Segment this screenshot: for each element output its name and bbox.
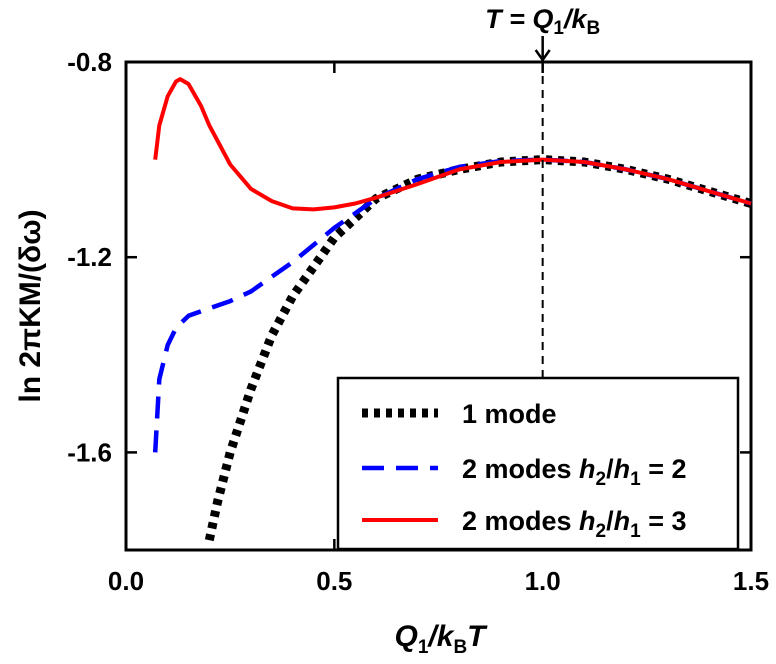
legend-label-part: h — [579, 454, 596, 484]
ticks: 0.0 0.5 1.0 1.5 -0.8 -1.2 -1.6 — [67, 47, 769, 596]
y-tick-label: -0.8 — [67, 47, 112, 77]
series-line-3 — [153, 77, 752, 212]
annotation-mid: /k — [563, 4, 589, 34]
legend-label-part: 2 modes — [462, 454, 579, 484]
annotation-pre: T = Q — [485, 4, 553, 34]
legend-label-3: 2 modes h2/h1 = 3 — [462, 506, 687, 542]
legend-label-part: h — [614, 506, 631, 536]
legend-label-part: / — [606, 454, 614, 484]
x-axis-title-sub1: 1 — [418, 637, 429, 658]
x-axis-title-mid: /k — [426, 620, 454, 653]
legend-label-part: 2 modes — [462, 506, 579, 536]
legend-label-part: 1 — [630, 469, 641, 490]
x-tick-label: 1.5 — [733, 566, 769, 596]
legend-label-part: 1 — [630, 521, 641, 542]
legend-label-part: h — [614, 454, 631, 484]
legend-label-part: = 2 — [641, 454, 687, 484]
x-axis-title-main: Q — [394, 620, 417, 653]
annotation-arrow-icon — [534, 36, 551, 63]
x-tick-label: 0.0 — [108, 566, 144, 596]
annotation-sub2: B — [586, 18, 600, 39]
series-layer — [152, 77, 753, 542]
legend-label-part: = 3 — [641, 506, 687, 536]
y-axis-title: ln 2πKM/(δω) — [14, 209, 47, 402]
x-tick-label: 1.0 — [525, 566, 561, 596]
annotation-label: T = Q1/kB — [485, 4, 600, 39]
legend-label-2: 2 modes h2/h1 = 2 — [462, 454, 687, 490]
y-tick-label: -1.6 — [67, 437, 112, 467]
annotation-sub1: 1 — [553, 18, 564, 39]
x-axis-title-end: T — [467, 620, 488, 653]
x-axis-title: Q1/kBT — [394, 620, 488, 658]
legend-label-1: 1 mode — [462, 399, 557, 429]
legend-label-part: 2 — [596, 469, 607, 490]
legend-label-part: / — [606, 506, 614, 536]
y-tick-label: -1.2 — [67, 242, 112, 272]
x-axis-title-sub2: B — [453, 637, 467, 658]
x-tick-label: 0.5 — [316, 566, 352, 596]
annotation: T = Q1/kB — [485, 4, 600, 550]
legend-label-part: h — [579, 506, 596, 536]
legend-label-part: 2 — [596, 521, 607, 542]
